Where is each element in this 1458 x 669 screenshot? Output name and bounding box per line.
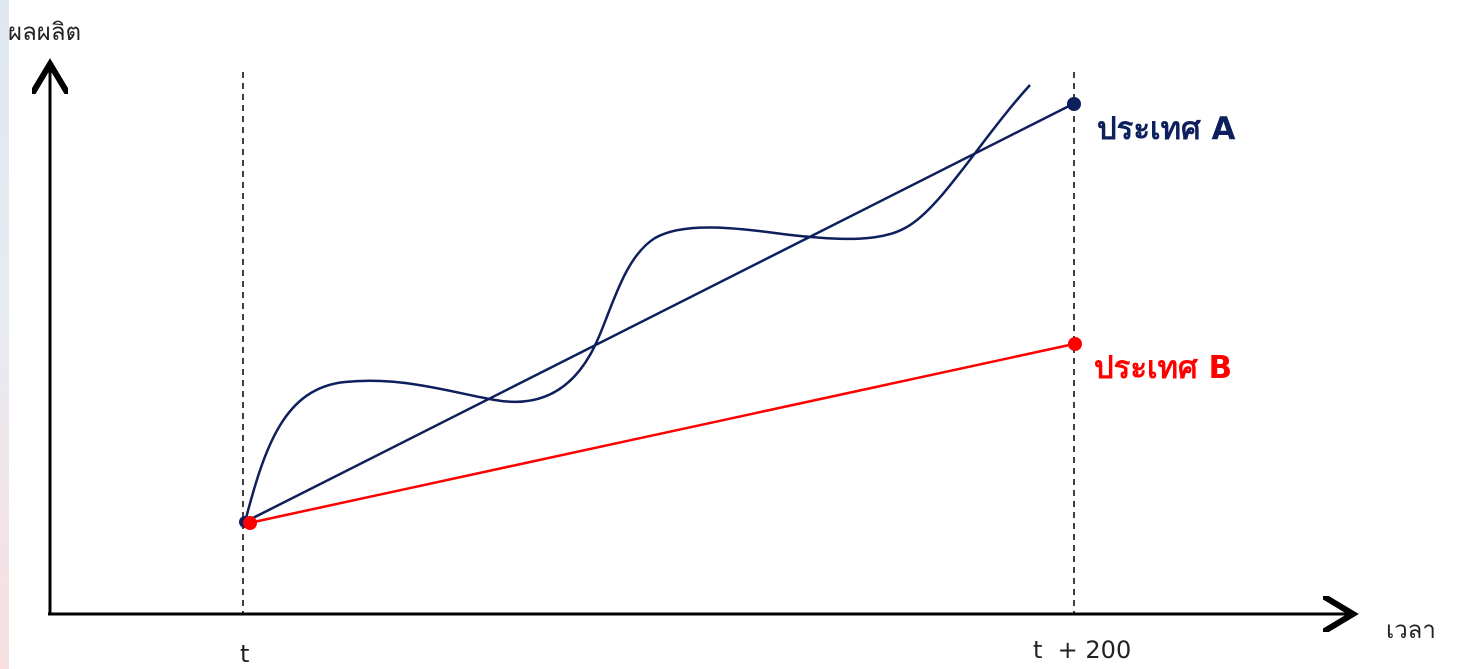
country-b-trend-line <box>249 344 1074 523</box>
x-axis-label: เวลา <box>1386 610 1436 649</box>
start-point-b <box>243 516 257 530</box>
country-a-wavy-curve <box>245 85 1030 522</box>
end-point-a <box>1067 97 1081 111</box>
country-a-trend-line <box>245 104 1073 522</box>
y-axis-label: ผลผลิต <box>8 12 81 51</box>
tick-label-start: t <box>240 640 249 668</box>
country-a-label: ประเทศ A <box>1097 103 1235 153</box>
country-b-label: ประเทศ B <box>1094 342 1232 392</box>
end-point-b <box>1068 337 1082 351</box>
tick-label-end: t + 200 <box>1033 636 1131 664</box>
